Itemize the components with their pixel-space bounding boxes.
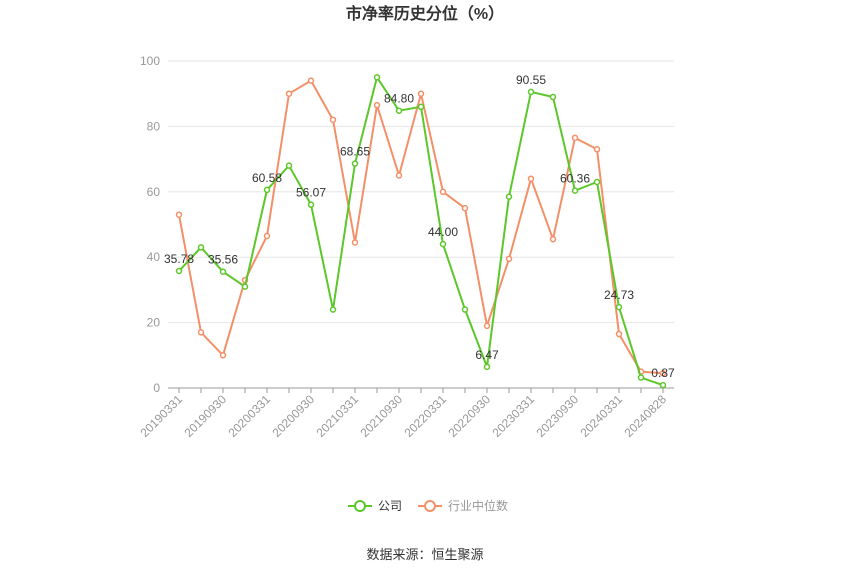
- data-label: 90.55: [516, 73, 546, 87]
- point: [549, 235, 557, 243]
- data-label: 44.00: [428, 225, 458, 239]
- point: [461, 204, 469, 212]
- point: [351, 160, 359, 167]
- point: [373, 101, 381, 109]
- x-tick-label: 20190331: [137, 392, 185, 440]
- point: [439, 240, 447, 248]
- legend-label: 行业中位数: [448, 498, 508, 513]
- point: [571, 134, 579, 142]
- point: [505, 193, 513, 200]
- x-tick-label: 20230930: [533, 392, 581, 440]
- point: [659, 370, 667, 377]
- point: [263, 232, 271, 240]
- point: [439, 188, 447, 196]
- point: [637, 374, 645, 381]
- x-tick-label: 20210930: [357, 392, 405, 440]
- chart-title: 市净率历史分位（%）: [346, 4, 504, 23]
- legend-marker: [424, 500, 436, 512]
- point: [417, 103, 425, 111]
- y-tick-label: 20: [147, 316, 161, 330]
- data-label: 56.07: [296, 186, 326, 200]
- point: [571, 187, 579, 194]
- data-label: 35.78: [164, 252, 194, 266]
- data-label: 35.56: [208, 253, 238, 267]
- data-label: 84.80: [384, 92, 414, 106]
- series-line: [178, 74, 664, 387]
- point: [175, 267, 183, 275]
- series-line: [178, 79, 664, 375]
- point: [219, 268, 227, 275]
- point: [373, 74, 381, 81]
- point: [615, 303, 623, 311]
- y-tick-label: 40: [147, 250, 161, 264]
- point: [527, 88, 535, 96]
- point: [659, 381, 667, 389]
- y-tick-label: 100: [140, 54, 160, 68]
- x-tick-label: 20230331: [489, 392, 537, 440]
- legend-marker: [354, 500, 366, 512]
- point: [285, 90, 293, 97]
- x-tick-label: 20210331: [313, 392, 361, 440]
- y-tick-label: 0: [153, 381, 160, 395]
- data-label: 6.47: [475, 348, 499, 362]
- point: [219, 352, 227, 359]
- point: [197, 329, 205, 336]
- point: [483, 363, 491, 371]
- data-label: 60.36: [560, 172, 590, 186]
- point: [417, 90, 425, 97]
- point: [329, 116, 337, 124]
- x-tick-label: 20220930: [445, 392, 493, 440]
- point: [483, 322, 491, 330]
- point: [549, 93, 557, 101]
- point: [241, 283, 249, 290]
- source: 数据来源：恒生聚源: [366, 547, 483, 562]
- data-label: 68.65: [340, 145, 370, 159]
- point: [197, 244, 205, 251]
- point: [593, 146, 601, 153]
- x-tick-label: 20190930: [181, 392, 229, 440]
- point: [461, 306, 469, 313]
- data-label: 24.73: [604, 288, 634, 302]
- x-tick-label: 20200331: [225, 392, 273, 440]
- legend-label: 公司: [378, 499, 402, 513]
- x-tick-label: 20220331: [401, 392, 449, 440]
- y-tick-label: 80: [147, 119, 161, 133]
- point: [527, 175, 535, 182]
- point: [615, 330, 623, 338]
- point: [263, 186, 271, 194]
- point: [329, 306, 337, 313]
- point: [307, 77, 315, 84]
- point: [285, 162, 293, 169]
- point: [351, 239, 359, 246]
- x-tick-label: 20240828: [621, 392, 669, 440]
- point: [175, 211, 183, 218]
- x-tick-label: 20240331: [577, 392, 625, 440]
- point: [593, 178, 601, 186]
- data-label: 60.58: [252, 171, 282, 185]
- point: [395, 107, 403, 114]
- data-label: 0.87: [651, 366, 675, 380]
- point: [307, 201, 315, 208]
- point: [505, 255, 513, 263]
- y-tick-label: 60: [147, 185, 161, 199]
- x-tick-label: 20200930: [269, 392, 317, 440]
- point: [395, 172, 403, 179]
